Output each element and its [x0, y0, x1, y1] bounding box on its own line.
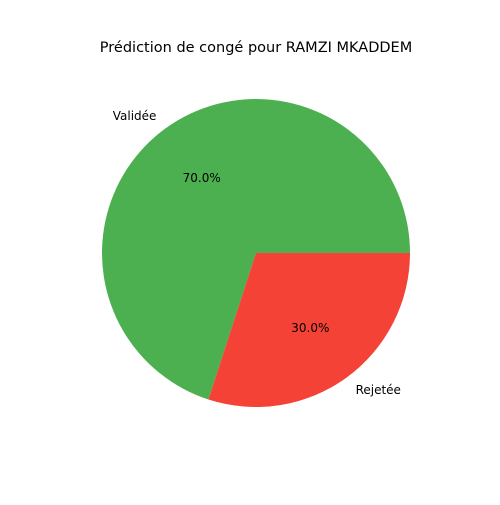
slice-label-0: Validée — [113, 109, 157, 123]
slice-percent-1: 30.0% — [291, 321, 329, 335]
pie-slices — [101, 99, 410, 408]
slice-label-1: Rejetée — [356, 383, 401, 397]
slice-percent-0: 70.0% — [183, 171, 221, 185]
pie-slice-0 — [101, 99, 410, 400]
chart-title: Prédiction de congé pour RAMZI MKADDEM — [100, 40, 412, 56]
pie-labels: Validée 70.0% Rejetée 30.0% — [113, 109, 401, 397]
pie-slice-1 — [208, 253, 410, 408]
